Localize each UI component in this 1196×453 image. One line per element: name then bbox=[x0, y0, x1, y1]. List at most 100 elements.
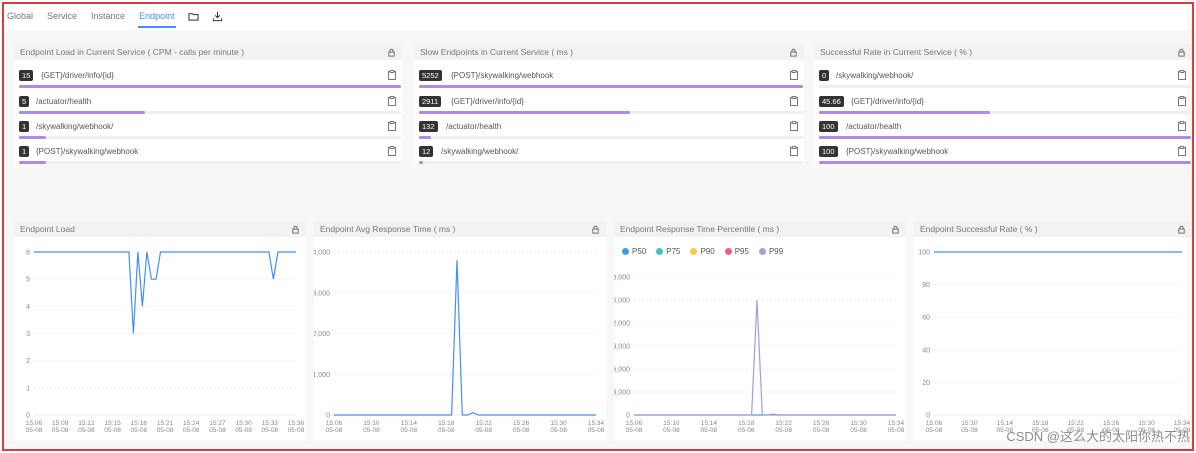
x-tick-sublabel: 05-08 bbox=[1103, 427, 1120, 434]
copy-icon[interactable] bbox=[1178, 70, 1186, 80]
copy-icon[interactable] bbox=[790, 146, 798, 156]
endpoint-label: /skywalking/webhook/ bbox=[36, 122, 114, 131]
list-item[interactable]: 1 {POST}/skywalking/webhook bbox=[14, 144, 402, 168]
endpoint-label: /skywalking/webhook/ bbox=[441, 147, 519, 156]
legend-item-p99[interactable]: P99 bbox=[758, 247, 783, 256]
lock-icon[interactable] bbox=[291, 225, 300, 234]
lock-icon[interactable] bbox=[387, 48, 396, 57]
legend-label: P95 bbox=[734, 247, 749, 256]
x-tick-sublabel: 05-08 bbox=[888, 427, 905, 434]
copy-icon[interactable] bbox=[1178, 146, 1186, 156]
legend-item-p95[interactable]: P95 bbox=[724, 247, 749, 256]
progress-track bbox=[419, 111, 803, 114]
list-item[interactable]: 15 {GET}/driver/info/{id} bbox=[14, 68, 402, 92]
top-nav: Global Service Instance Endpoint bbox=[6, 4, 224, 28]
legend-label: P75 bbox=[666, 247, 681, 256]
progress-track bbox=[819, 111, 1191, 114]
y-tick-label: 0 bbox=[26, 413, 30, 420]
lock-icon[interactable] bbox=[1177, 48, 1186, 57]
y-tick-label: 6,000 bbox=[614, 367, 630, 374]
x-tick-sublabel: 05-08 bbox=[588, 427, 605, 434]
legend-label: P90 bbox=[700, 247, 715, 256]
copy-icon[interactable] bbox=[790, 121, 798, 131]
x-tick-sublabel: 05-08 bbox=[701, 427, 718, 434]
lock-icon[interactable] bbox=[591, 225, 600, 234]
value-badge: 132 bbox=[419, 121, 438, 132]
list-item[interactable]: 1 /skywalking/webhook/ bbox=[14, 119, 402, 143]
value-badge: 1 bbox=[19, 146, 30, 157]
value-badge: 2911 bbox=[419, 96, 442, 107]
progress-fill bbox=[19, 136, 46, 139]
copy-icon[interactable] bbox=[790, 70, 798, 80]
x-tick-label: 15:26 bbox=[813, 420, 830, 427]
copy-icon[interactable] bbox=[388, 146, 396, 156]
progress-fill bbox=[19, 161, 46, 164]
endpoint-label: {GET}/driver/info/{id} bbox=[451, 97, 524, 106]
x-tick-label: 15:30 bbox=[1138, 420, 1155, 427]
x-tick-label: 15:15 bbox=[104, 420, 121, 427]
x-tick-sublabel: 05-08 bbox=[626, 427, 643, 434]
list-item[interactable]: 12 /skywalking/webhook/ bbox=[414, 144, 804, 168]
progress-track bbox=[419, 85, 803, 88]
y-tick-label: 18,000 bbox=[614, 275, 630, 282]
progress-fill bbox=[19, 111, 146, 114]
x-tick-label: 15:22 bbox=[776, 420, 793, 427]
list-item[interactable]: 2911 {GET}/driver/info/{id} bbox=[414, 94, 804, 118]
x-tick-label: 15:10 bbox=[363, 420, 380, 427]
x-tick-label: 15:14 bbox=[997, 420, 1014, 427]
tab-service[interactable]: Service bbox=[47, 11, 78, 21]
value-badge: 100 bbox=[819, 121, 838, 132]
legend-item-p75[interactable]: P75 bbox=[656, 247, 680, 256]
x-tick-sublabel: 05-08 bbox=[1067, 427, 1084, 434]
list-item[interactable]: 45.66 {GET}/driver/info/{id} bbox=[814, 94, 1192, 118]
x-tick-sublabel: 05-08 bbox=[813, 427, 830, 434]
legend-item-p50[interactable]: P50 bbox=[622, 247, 646, 256]
x-tick-label: 15:30 bbox=[850, 420, 867, 427]
y-tick-label: 3,000 bbox=[614, 390, 630, 397]
x-tick-label: 15:18 bbox=[131, 420, 148, 427]
tab-global[interactable]: Global bbox=[7, 11, 34, 21]
lock-icon[interactable] bbox=[1177, 225, 1186, 234]
endpoint-load-chart-card: Endpoint Load 0 1 2 3 4 5 6 15:06 05-08 15:09 05-0… bbox=[14, 221, 306, 441]
x-tick-sublabel: 05-08 bbox=[288, 427, 305, 434]
list-item[interactable]: 100 {POST}/skywalking/webhook bbox=[814, 144, 1192, 168]
x-tick-sublabel: 05-08 bbox=[926, 427, 943, 434]
copy-icon[interactable] bbox=[388, 96, 396, 106]
download-icon[interactable] bbox=[212, 10, 224, 22]
progress-fill bbox=[419, 85, 803, 88]
value-badge: 45.66 bbox=[819, 96, 844, 107]
copy-icon[interactable] bbox=[388, 121, 396, 131]
list-item[interactable]: 5252 {POST}/skywalking/webhook bbox=[414, 68, 804, 92]
legend-dot bbox=[690, 248, 698, 255]
card-title: Endpoint Load in Current Service ( CPM -… bbox=[20, 47, 244, 57]
x-tick-label: 15:06 bbox=[326, 420, 343, 427]
successful-rate-chart-card: Endpoint Successful Rate ( % ) 0 20 40 60 80… bbox=[914, 221, 1192, 441]
x-tick-label: 15:30 bbox=[550, 420, 567, 427]
folder-icon[interactable] bbox=[188, 10, 200, 22]
tab-instance[interactable]: Instance bbox=[91, 11, 126, 21]
lock-icon[interactable] bbox=[891, 225, 900, 234]
list-item[interactable]: 132 /actuator/health bbox=[414, 119, 804, 143]
lock-icon[interactable] bbox=[789, 48, 798, 57]
list-item[interactable]: 0 /skywalking/webhook/ bbox=[814, 68, 1192, 92]
copy-icon[interactable] bbox=[1178, 121, 1186, 131]
y-tick-label: 3 bbox=[26, 331, 30, 338]
csdn-watermark: CSDN @这么大的太阳你热不热 bbox=[1006, 429, 1190, 444]
endpoint-label: {GET}/driver/info/{id} bbox=[851, 97, 924, 106]
copy-icon[interactable] bbox=[790, 96, 798, 106]
legend-item-p90[interactable]: P90 bbox=[690, 247, 715, 256]
list-item[interactable]: 5 /actuator/health bbox=[14, 94, 402, 118]
copy-icon[interactable] bbox=[1178, 96, 1186, 106]
progress-fill bbox=[19, 85, 401, 88]
endpoint-label: /skywalking/webhook/ bbox=[836, 71, 914, 80]
card-title: Successful Rate in Current Service ( % ) bbox=[820, 47, 973, 57]
chart-title: Endpoint Load bbox=[20, 224, 75, 234]
tab-endpoint[interactable]: Endpoint bbox=[138, 4, 176, 28]
list-item[interactable]: 100 /actuator/health bbox=[814, 119, 1192, 143]
copy-icon[interactable] bbox=[388, 70, 396, 80]
value-badge: 12 bbox=[419, 146, 434, 157]
endpoint-label: {POST}/skywalking/webhook bbox=[36, 147, 139, 156]
progress-track bbox=[819, 85, 1191, 88]
x-tick-label: 15:22 bbox=[476, 420, 493, 427]
